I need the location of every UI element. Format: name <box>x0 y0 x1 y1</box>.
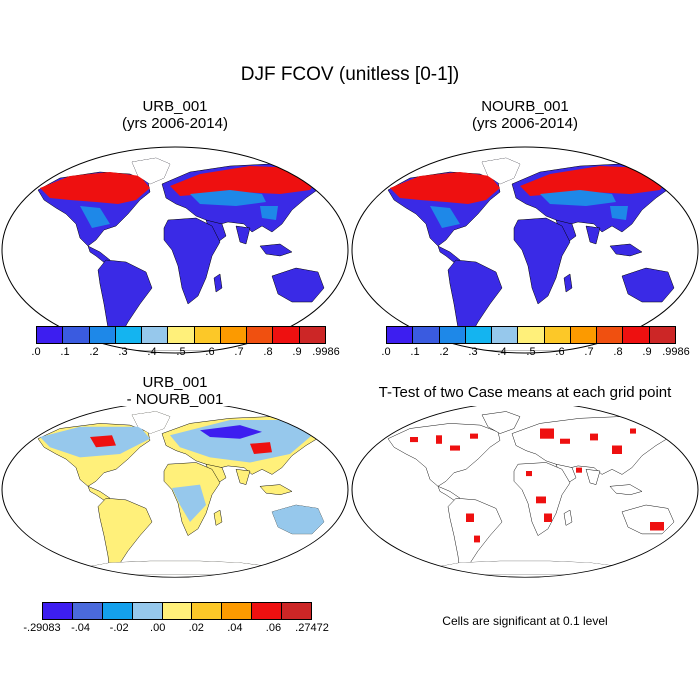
colorbar-urb-label: .6 <box>205 346 215 358</box>
colorbar-urb-swatch <box>299 327 325 343</box>
colorbar-urb-label: .5 <box>176 346 186 358</box>
colorbar-nourb-swatch <box>413 327 440 343</box>
colorbar-nourb-label: .9986 <box>662 346 690 358</box>
colorbar-urb-swatch <box>142 327 169 343</box>
colorbar-urb-label: .8 <box>263 346 273 358</box>
colorbar-urb-label: .4 <box>147 346 157 358</box>
colorbar-diff-swatch <box>282 603 312 619</box>
panel-title-diff-line1: URB_001 <box>142 374 208 391</box>
panel-title-nourb-line1: NOURB_001 <box>481 98 569 115</box>
colorbar-nourb-swatch <box>623 327 650 343</box>
colorbar-urb-label: .1 <box>60 346 70 358</box>
colorbar-urb-swatch <box>63 327 90 343</box>
panel-title-urb-line1: URB_001 <box>142 98 208 115</box>
colorbar-nourb-labels: .0 .1 .2 .3 .4 .5 .6 .7 .8 .9 .9986 <box>381 346 689 360</box>
colorbar-nourb-label: .2 <box>439 346 449 358</box>
colorbar-nourb-label: .7 <box>584 346 594 358</box>
colorbar-urb-label: .9 <box>292 346 302 358</box>
panel-title-nourb-line2: (yrs 2006-2014) <box>472 115 578 132</box>
colorbar-diff-swatch <box>72 603 103 619</box>
colorbar-urb-swatch <box>194 327 221 343</box>
colorbar-nourb-label: .6 <box>555 346 565 358</box>
colorbar-diff-labels: -.29083 -.04 -.02 .00 .02 .04 .06 .27472 <box>23 622 328 636</box>
colorbar-nourb-swatch <box>597 327 624 343</box>
colorbar-urb-label: .3 <box>118 346 128 358</box>
colorbar-diff-label: .00 <box>150 622 166 634</box>
colorbar-diff-swatch <box>43 603 73 619</box>
colorbar-diff-label: .04 <box>227 622 243 634</box>
colorbar-urb-swatch <box>89 327 116 343</box>
colorbar-urb-swatch <box>273 327 300 343</box>
panel-title-ttest: T-Test of two Case means at each grid po… <box>350 384 700 401</box>
colorbar-nourb-label: .5 <box>526 346 536 358</box>
colorbar-urb-label: .2 <box>89 346 99 358</box>
panel-title-diff: URB_001 - NOURB_001 <box>0 374 350 408</box>
colorbar-diff-label: .27472 <box>295 622 329 634</box>
colorbar-nourb-swatch <box>492 327 519 343</box>
map-diff <box>1 406 349 578</box>
colorbar-urb-label: .9986 <box>312 346 340 358</box>
colorbar-nourb-swatch <box>649 327 675 343</box>
panel-title-urb-line2: (yrs 2006-2014) <box>122 115 228 132</box>
map-ttest <box>351 406 699 578</box>
colorbar-diff-swatch <box>102 603 133 619</box>
colorbar-urb-labels: .0 .1 .2 .3 .4 .5 .6 .7 .8 .9 .9986 <box>31 346 339 360</box>
panel-title-nourb: NOURB_001 (yrs 2006-2014) <box>350 98 700 132</box>
colorbar-nourb-swatch <box>570 327 598 343</box>
colorbar-urb-swatch <box>115 327 143 343</box>
colorbar-diff-label: -.04 <box>71 622 91 634</box>
colorbar-nourb <box>386 326 676 344</box>
colorbar-nourb-swatch <box>544 327 571 343</box>
colorbar-diff-label: -.02 <box>109 622 129 634</box>
colorbar-nourb-label: .1 <box>410 346 420 358</box>
colorbar-urb-swatch <box>247 327 274 343</box>
colorbar-diff-swatch <box>162 603 193 619</box>
colorbar-nourb-label: .0 <box>381 346 391 358</box>
colorbar-nourb-swatch <box>439 327 466 343</box>
colorbar-diff-swatch <box>252 603 283 619</box>
colorbar-nourb-label: .3 <box>468 346 478 358</box>
colorbar-urb <box>36 326 326 344</box>
colorbar-diff-label: .02 <box>188 622 204 634</box>
colorbar-nourb-label: .4 <box>497 346 507 358</box>
colorbar-urb-swatch <box>37 327 64 343</box>
colorbar-nourb-label: .8 <box>613 346 623 358</box>
colorbar-nourb-swatch <box>465 327 493 343</box>
colorbar-diff-label: .06 <box>265 622 282 634</box>
significance-note: Cells are significant at 0.1 level <box>442 614 608 628</box>
colorbar-diff-swatch <box>192 603 223 619</box>
colorbar-urb-swatch <box>220 327 248 343</box>
colorbar-nourb-label: .9 <box>642 346 652 358</box>
colorbar-diff-label: -.29083 <box>23 622 61 634</box>
colorbar-diff <box>42 602 312 620</box>
colorbar-nourb-swatch <box>387 327 414 343</box>
colorbar-diff-swatch <box>132 603 163 619</box>
colorbar-nourb-swatch <box>518 327 545 343</box>
colorbar-diff-swatch <box>222 603 253 619</box>
panel-title-diff-line2: - NOURB_001 <box>126 391 224 408</box>
panel-title-urb: URB_001 (yrs 2006-2014) <box>0 98 350 132</box>
figure-title: DJF FCOV (unitless [0-1]) <box>240 64 460 85</box>
panel-title-ttest-line1: T-Test of two Case means at each grid po… <box>378 384 672 401</box>
colorbar-urb-label: .0 <box>31 346 41 358</box>
colorbar-urb-swatch <box>168 327 195 343</box>
colorbar-urb-label: .7 <box>234 346 244 358</box>
